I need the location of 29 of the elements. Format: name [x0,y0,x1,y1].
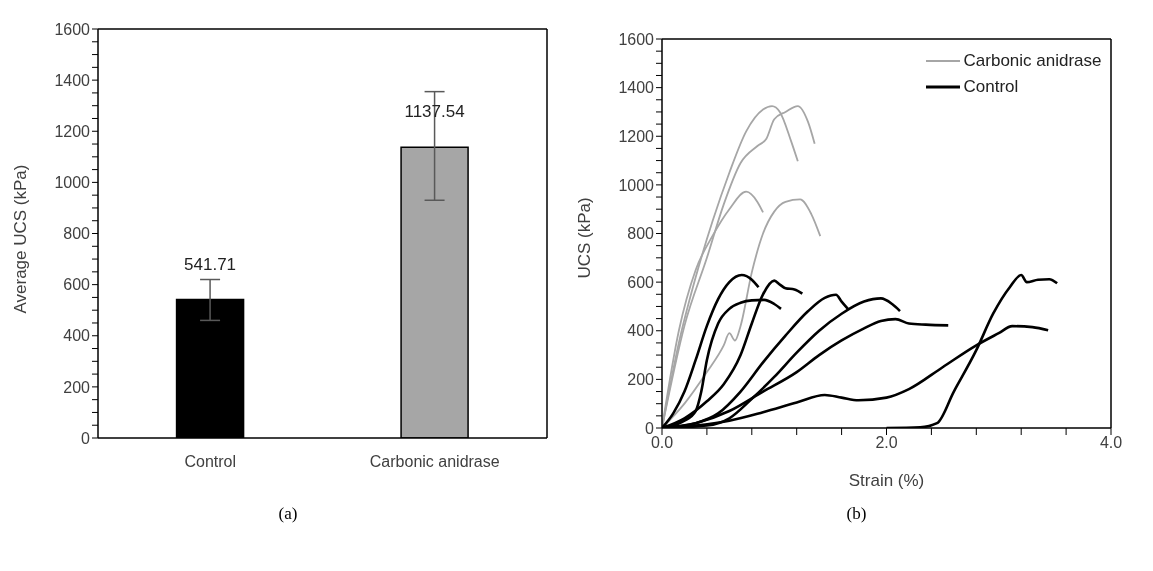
x-axis-title: Strain (%) [848,471,924,490]
y-tick-label: 800 [626,225,654,243]
y-tick-label: 1200 [54,122,91,140]
y-tick-label: 0 [81,429,91,447]
x-tick-label: 4.0 [1099,434,1122,452]
y-tick-label: 1600 [54,20,91,38]
text: (a) [278,504,298,524]
y-tick-label: 1400 [54,71,91,89]
y-tick-label: 1600 [617,30,654,48]
y-tick-label: 600 [626,273,654,291]
y-tick-label: 400 [626,322,654,340]
y-tick-label: 200 [63,378,91,396]
x-tick-label: 0.0 [650,434,673,452]
text: (b) [846,504,867,524]
y-tick-label: 1200 [617,127,654,145]
y-axis-title: UCS (kPa) [574,197,594,279]
y-tick-label: 600 [63,276,91,294]
y-tick-label: 0 [644,419,654,437]
y-tick-label: 1400 [617,79,654,97]
y-axis-title: Average UCS (kPa) [11,164,31,314]
y-tick-label: 400 [63,327,91,345]
y-tick-label: 800 [63,225,91,243]
y-tick-label: 200 [626,371,654,389]
legend-label: Control [963,76,1019,98]
data-label: 541.71 [184,254,237,274]
x-tick-label: 2.0 [874,434,898,452]
legend-label: Carbonic anidrase [963,50,1102,72]
y-tick-label: 1000 [54,174,91,192]
y-tick-label: 1000 [617,176,654,194]
